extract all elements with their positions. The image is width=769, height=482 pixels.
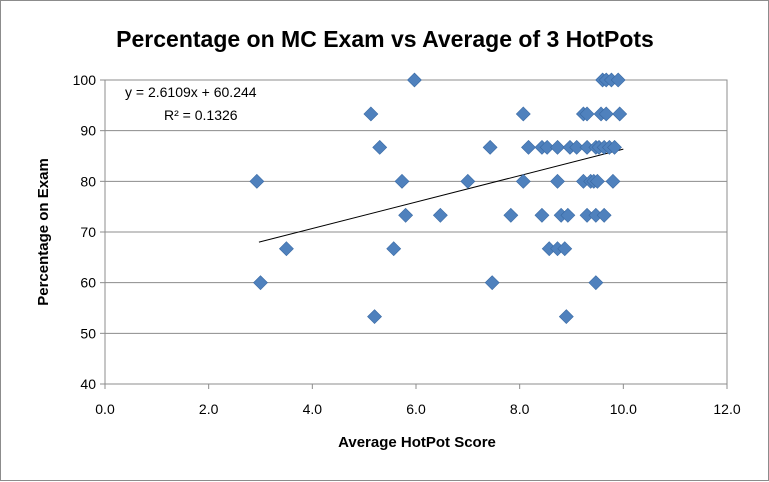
data-point-11 [460, 173, 476, 189]
x-axis-title: Average HotPot Score [338, 434, 496, 451]
data-point-23 [550, 173, 565, 189]
data-point-1 [253, 275, 268, 291]
data-point-13 [484, 275, 500, 291]
x-tick-label: 4.0 [303, 401, 323, 417]
chart-title: Percentage on MC Exam vs Average of 3 Ho… [116, 26, 654, 52]
y-tick-label: 80 [80, 173, 96, 189]
y-tick-label: 100 [73, 72, 97, 88]
x-tick-label: 10.0 [610, 401, 637, 417]
data-point-8 [398, 207, 414, 223]
y-axis-ticks: 40 50 60 70 80 90 100 [73, 72, 105, 392]
data-point-46 [596, 207, 612, 223]
data-point-52 [607, 139, 622, 155]
data-point-53 [610, 72, 626, 88]
x-tick-label: 2.0 [199, 401, 219, 417]
x-tick-label: 12.0 [713, 401, 740, 417]
y-tick-label: 60 [80, 275, 96, 291]
data-point-12 [482, 139, 498, 155]
data-point-48 [598, 106, 614, 122]
y-tick-label: 50 [80, 325, 96, 341]
data-point-41 [589, 173, 605, 189]
data-point-26 [557, 241, 573, 257]
trendline-r-squared: R² = 0.1326 [164, 107, 238, 123]
data-point-28 [560, 207, 576, 223]
data-point-30 [569, 139, 585, 155]
data-point-0 [249, 173, 265, 189]
data-point-14 [503, 207, 519, 223]
y-tick-label: 40 [80, 376, 96, 392]
y-axis-title: Percentage on Exam [35, 158, 52, 306]
trendline-equation: y = 2.6109x + 60.244 [125, 84, 257, 100]
data-point-3 [363, 106, 379, 122]
data-point-6 [386, 241, 402, 257]
x-tick-label: 0.0 [95, 401, 115, 417]
trendline [258, 148, 624, 243]
data-point-20 [539, 139, 555, 155]
data-point-4 [367, 309, 382, 325]
data-point-51 [605, 173, 621, 189]
x-tick-label: 8.0 [510, 401, 530, 417]
data-point-19 [534, 207, 550, 223]
data-point-54 [612, 106, 628, 122]
data-point-16 [515, 173, 531, 189]
data-point-9 [407, 72, 422, 88]
y-tick-label: 70 [80, 224, 96, 240]
y-tick-label: 90 [80, 123, 96, 139]
data-points [249, 72, 628, 325]
data-point-7 [394, 173, 410, 189]
data-point-2 [278, 241, 294, 257]
data-point-17 [521, 139, 536, 155]
data-point-33 [579, 106, 595, 122]
data-point-27 [558, 309, 574, 325]
data-point-22 [550, 139, 565, 155]
data-point-15 [515, 106, 531, 122]
x-tick-label: 6.0 [406, 401, 426, 417]
x-axis-ticks: 0.0 2.0 4.0 6.0 8.0 10.0 12.0 [95, 384, 741, 417]
data-point-40 [588, 275, 604, 291]
data-point-10 [432, 207, 448, 223]
data-point-5 [372, 139, 388, 155]
